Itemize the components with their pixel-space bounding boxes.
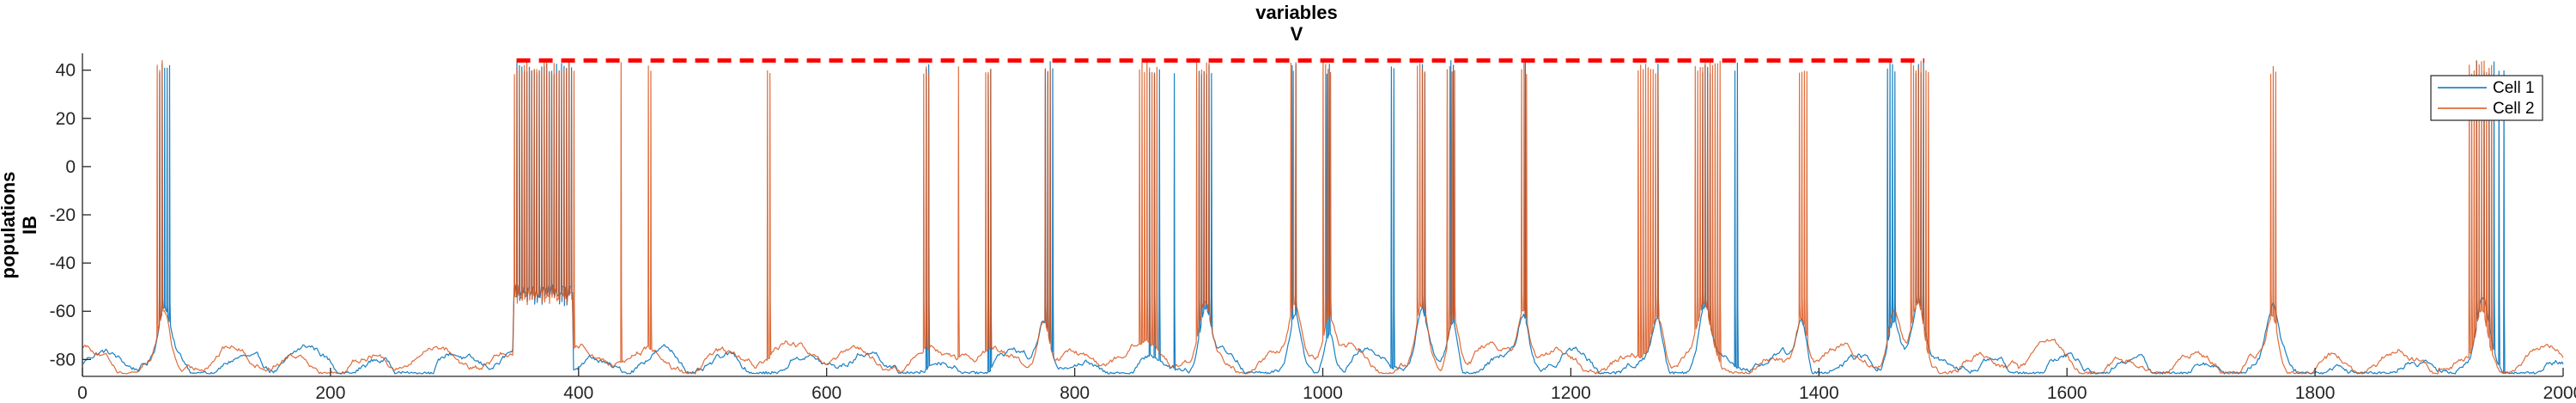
x-tick-label: 600 xyxy=(811,383,841,403)
x-tick-label: 800 xyxy=(1060,383,1090,403)
legend-box xyxy=(2430,75,2543,121)
legend: Cell 1 Cell 2 xyxy=(2430,75,2543,121)
x-tick-label: 400 xyxy=(563,383,593,403)
series-line-cell-1 xyxy=(82,59,2564,375)
x-tick-label: 200 xyxy=(315,383,345,403)
y-tick-label: -40 xyxy=(50,253,76,273)
y-tick-label: 0 xyxy=(65,157,76,177)
chart-title: variables xyxy=(1255,2,1337,23)
chart-subtitle: V xyxy=(1291,23,1303,45)
legend-label-cell-1: Cell 1 xyxy=(2493,79,2535,97)
axes: 0200400600800100012001400160018002000-80… xyxy=(50,53,2576,403)
y-tick-label: -60 xyxy=(50,302,76,321)
x-tick-label: 1600 xyxy=(2047,383,2087,403)
y-tick-label: -80 xyxy=(50,350,76,369)
legend-label-cell-2: Cell 2 xyxy=(2493,100,2535,118)
x-tick-label: 1000 xyxy=(1303,383,1343,403)
x-tick-label: 1800 xyxy=(2295,383,2336,403)
series-line-cell-2 xyxy=(82,59,2564,375)
x-tick-label: 2000 xyxy=(2543,383,2576,403)
series-layer xyxy=(82,59,2564,375)
y-tick-label: 40 xyxy=(56,61,76,81)
y-axis-label: populations xyxy=(0,172,19,279)
x-tick-label: 0 xyxy=(77,383,88,403)
y-tick-label: -20 xyxy=(50,205,76,225)
y-tick-label: 20 xyxy=(56,109,76,129)
x-tick-label: 1400 xyxy=(1799,383,1839,403)
x-tick-label: 1200 xyxy=(1551,383,1591,403)
y-axis-label-2: IB xyxy=(19,216,40,235)
